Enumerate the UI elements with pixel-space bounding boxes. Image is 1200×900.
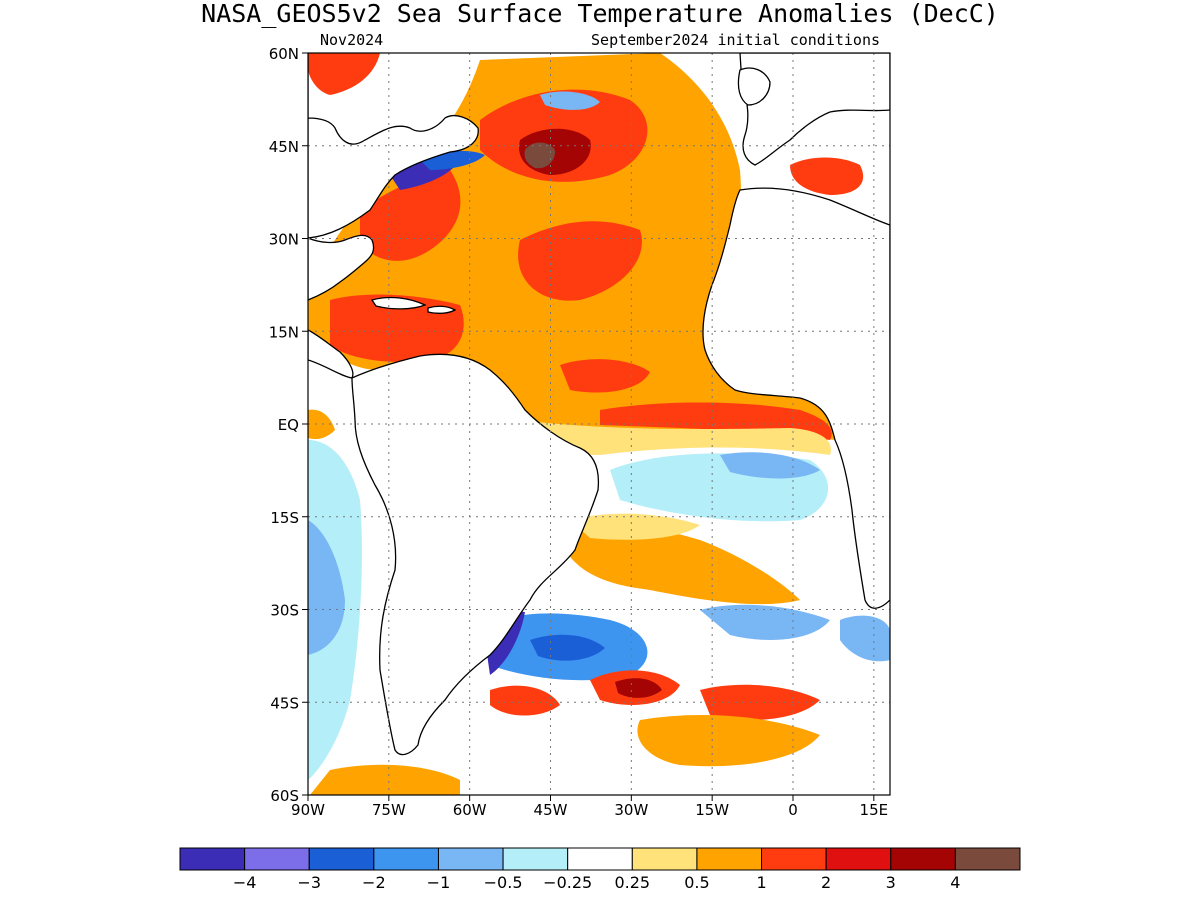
- colorbar-label-11: 4: [950, 873, 960, 892]
- map-gridlines: [308, 53, 890, 795]
- colorbar-swatch-0: [179, 847, 246, 871]
- anomaly-region-tropical-red: [560, 359, 650, 393]
- colorbar-label-1: −3: [297, 873, 321, 892]
- colorbar-swatch-11: [890, 847, 956, 871]
- colorbar-swatch-4: [437, 847, 504, 871]
- lon-tick-label-7: 15E: [860, 801, 889, 819]
- colorbar-label-9: 2: [821, 873, 831, 892]
- lat-tick-label-5: 15S: [270, 509, 299, 527]
- anomaly-region-south-atlantic-blue-1: [720, 452, 820, 479]
- valid-month-label: Nov2024: [320, 31, 383, 49]
- land-hispaniola: [427, 305, 457, 314]
- figure-title: NASA_GEOS5v2 Sea Surface Temperature Ano…: [201, 0, 999, 28]
- map-panel: 90W 75W 60W 45W 30W 15W 0 15E 60N 45N 30N 15N EQ 15S…: [269, 45, 891, 819]
- anomaly-region-southeast-blue: [840, 615, 890, 662]
- colorbar-label-2: −2: [362, 873, 386, 892]
- anomaly-region-mediterranean-red: [790, 157, 864, 195]
- lon-tick-label-3: 45W: [534, 801, 568, 819]
- lat-tick-label-1: 45N: [269, 138, 299, 156]
- lat-tick-label-0: 60N: [269, 45, 299, 63]
- anomaly-region-malvinas-dark: [530, 634, 605, 661]
- colorbar-swatch-3: [373, 847, 439, 871]
- colorbar-label-5: −0.25: [543, 873, 592, 892]
- lon-tick-label-5: 15W: [695, 801, 729, 819]
- colorbar-swatch-1: [244, 847, 310, 871]
- anomaly-region-south-atlantic-warm-3: [700, 684, 820, 720]
- anomaly-region-northeast-cold: [540, 91, 600, 110]
- lat-tick-label-3: 15N: [269, 323, 299, 341]
- colorbar-label-7: 0.5: [684, 873, 709, 892]
- lon-tick-label-0: 90W: [291, 801, 325, 819]
- colorbar-label-0: −4: [233, 873, 257, 892]
- lat-tick-label-4: EQ: [278, 416, 299, 434]
- colorbar-label-10: 3: [886, 873, 896, 892]
- lon-tick-label-6: 0: [788, 801, 798, 819]
- land-europe: [739, 53, 890, 166]
- colorbar-label-4: −0.5: [484, 873, 523, 892]
- initial-conditions-label: September2024 initial conditions: [591, 31, 880, 49]
- land-south-america: [351, 353, 600, 756]
- colorbar-swatch-5: [502, 847, 569, 871]
- colorbar-swatch-8: [696, 847, 763, 871]
- land-uk-ireland: [737, 67, 771, 106]
- land-florida-gulf: [308, 234, 375, 301]
- anomaly-region-pacific-orange: [308, 409, 335, 440]
- colorbar-swatch-2: [308, 847, 375, 871]
- colorbar-swatch-10: [825, 847, 892, 871]
- anomaly-region-pacific-blue: [308, 520, 345, 655]
- anomaly-region-argentine-purple: [485, 611, 525, 675]
- lon-tick-label-2: 60W: [453, 801, 487, 819]
- anomaly-region-gulf-stream-brown: [524, 142, 556, 169]
- land-cuba: [370, 296, 427, 310]
- anomaly-region-south-atlantic-warm-4: [490, 685, 560, 716]
- lat-tick-label-6: 30S: [270, 602, 299, 620]
- lon-tick-label-1: 75W: [372, 801, 406, 819]
- colorbar-swatch-9: [761, 847, 827, 871]
- anomaly-region-south-atlantic-blue-2: [700, 604, 830, 640]
- colorbar-label-3: −1: [427, 873, 451, 892]
- colorbar: −4 −3 −2 −1 −0.5 −0.25 0.25 0.5 1 2 3 4: [179, 847, 1021, 892]
- anomaly-region-south-atlantic-orange: [637, 715, 820, 767]
- latitude-tick-labels: 60N 45N 30N 15N EQ 15S 30S 45S 60S: [269, 45, 308, 805]
- lat-tick-label-2: 30N: [269, 231, 299, 249]
- colorbar-swatch-7: [631, 847, 698, 871]
- anomaly-region-central-atlantic-red: [518, 221, 642, 301]
- anomaly-region-brazil-warm: [560, 526, 800, 605]
- colorbar-label-8: 1: [756, 873, 766, 892]
- anomaly-region-brazil-yellow: [570, 513, 700, 540]
- anomaly-region-far-south-orange: [310, 764, 460, 795]
- anomaly-region-labrador-red: [308, 53, 380, 95]
- land-central-america: [308, 329, 354, 379]
- colorbar-swatch-6: [567, 847, 633, 871]
- colorbar-label-6: 0.25: [614, 873, 650, 892]
- colorbar-swatch-12: [954, 847, 1021, 871]
- longitude-tick-labels: 90W 75W 60W 45W 30W 15W 0 15E: [291, 795, 888, 819]
- anomaly-region-equatorial-yellow: [520, 420, 831, 455]
- anomaly-region-south-atlantic-warm-2: [615, 678, 662, 698]
- lon-tick-label-4: 30W: [614, 801, 648, 819]
- lat-tick-label-7: 45S: [270, 694, 299, 712]
- lat-tick-label-8: 60S: [270, 787, 299, 805]
